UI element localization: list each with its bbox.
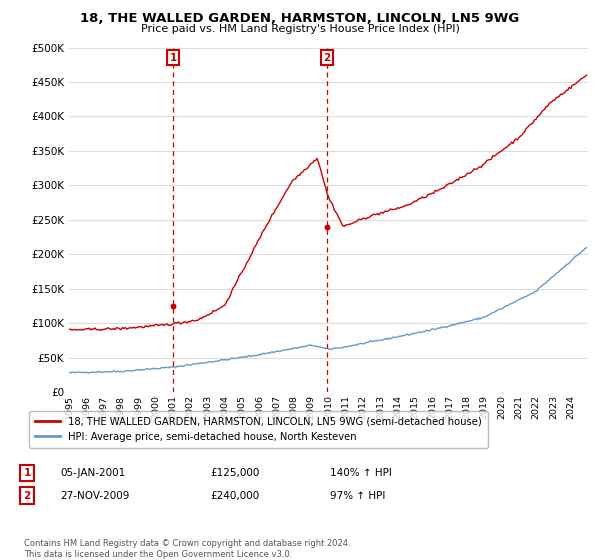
Text: 97% ↑ HPI: 97% ↑ HPI	[330, 491, 385, 501]
Text: 2: 2	[323, 53, 331, 63]
Text: Contains HM Land Registry data © Crown copyright and database right 2024.
This d: Contains HM Land Registry data © Crown c…	[24, 539, 350, 559]
Legend: 18, THE WALLED GARDEN, HARMSTON, LINCOLN, LN5 9WG (semi-detached house), HPI: Av: 18, THE WALLED GARDEN, HARMSTON, LINCOLN…	[29, 411, 488, 448]
Text: £240,000: £240,000	[210, 491, 259, 501]
Text: 140% ↑ HPI: 140% ↑ HPI	[330, 468, 392, 478]
Text: Price paid vs. HM Land Registry's House Price Index (HPI): Price paid vs. HM Land Registry's House …	[140, 24, 460, 34]
Text: 05-JAN-2001: 05-JAN-2001	[60, 468, 125, 478]
Point	[322, 222, 332, 231]
Text: 1: 1	[169, 53, 176, 63]
Text: £125,000: £125,000	[210, 468, 259, 478]
Text: 2: 2	[23, 491, 31, 501]
Text: 18, THE WALLED GARDEN, HARMSTON, LINCOLN, LN5 9WG: 18, THE WALLED GARDEN, HARMSTON, LINCOLN…	[80, 12, 520, 25]
Text: 1: 1	[23, 468, 31, 478]
Text: 27-NOV-2009: 27-NOV-2009	[60, 491, 130, 501]
Point	[168, 301, 178, 310]
